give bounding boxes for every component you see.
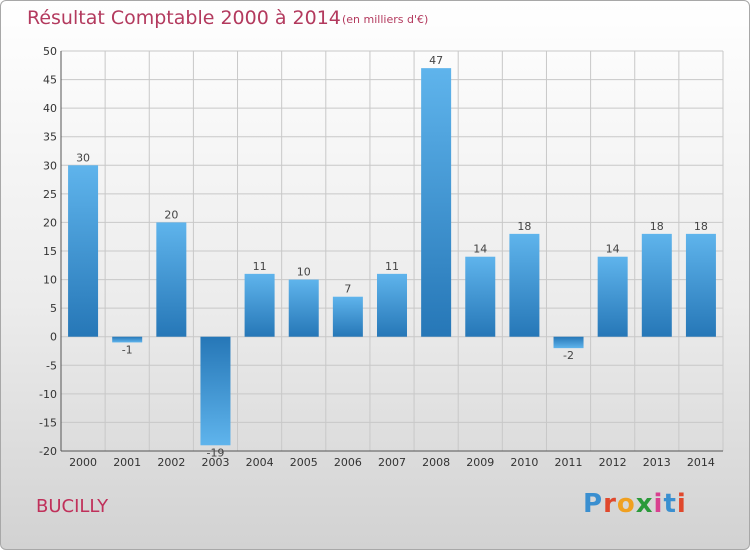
data-label: 11 <box>385 260 399 273</box>
y-tick-label: 25 <box>43 188 57 201</box>
y-tick-label: 50 <box>43 45 57 58</box>
y-tick-label: -10 <box>39 388 57 401</box>
bar-2007[interactable] <box>377 273 407 337</box>
x-tick-label: 2012 <box>599 456 627 469</box>
logo-letter: t <box>663 489 677 519</box>
x-tick-label: 2002 <box>157 456 185 469</box>
proxiti-logo[interactable]: Proxiti <box>583 489 687 519</box>
data-label: -2 <box>563 349 574 362</box>
bar-2000[interactable] <box>68 165 99 337</box>
logo-letter: i <box>653 489 664 519</box>
data-label: 20 <box>164 208 178 221</box>
x-tick-label: 2014 <box>687 456 715 469</box>
bar-2009[interactable] <box>465 256 496 337</box>
chart-title: Résultat Comptable 2000 à 2014 <box>27 7 341 29</box>
data-label: -19 <box>206 446 224 459</box>
y-tick-label: 15 <box>43 245 57 258</box>
bar-2014[interactable] <box>685 233 716 337</box>
x-tick-label: 2009 <box>466 456 494 469</box>
bar-2010[interactable] <box>509 233 540 337</box>
data-label: 14 <box>606 243 620 256</box>
bar-2012[interactable] <box>597 256 628 337</box>
bar-2013[interactable] <box>641 233 672 337</box>
y-tick-label: 10 <box>43 274 57 287</box>
logo-letter: P <box>583 489 604 519</box>
bar-2006[interactable] <box>332 296 363 337</box>
y-tick-label: 5 <box>50 302 57 315</box>
data-label: 18 <box>650 220 664 233</box>
x-tick-label: 2008 <box>422 456 450 469</box>
data-label: 47 <box>429 54 443 67</box>
bar-2001[interactable] <box>112 336 143 343</box>
logo-letter: x <box>635 489 654 519</box>
y-tick-label: 20 <box>43 216 57 229</box>
y-tick-label: -20 <box>39 445 57 458</box>
data-label: 11 <box>253 260 267 273</box>
x-tick-label: 2010 <box>510 456 538 469</box>
y-tick-label: 0 <box>50 331 57 344</box>
logo-letter: i <box>676 489 687 519</box>
data-label: 18 <box>517 220 531 233</box>
logo-letter: r <box>603 489 617 519</box>
chart-subtitle: (en milliers d'€) <box>342 13 429 26</box>
commune-name: BUCILLY <box>36 496 109 517</box>
bar-2008[interactable] <box>421 68 452 337</box>
y-tick-label: 30 <box>43 159 57 172</box>
data-label: -1 <box>122 343 133 356</box>
x-tick-label: 2001 <box>113 456 141 469</box>
y-tick-label: 40 <box>43 102 57 115</box>
data-label: 18 <box>694 220 708 233</box>
y-tick-label: 45 <box>43 74 57 87</box>
bar-2002[interactable] <box>156 222 187 337</box>
y-tick-label: -5 <box>46 359 57 372</box>
x-tick-label: 2007 <box>378 456 406 469</box>
x-tick-label: 2003 <box>201 456 229 469</box>
bar-2003[interactable] <box>200 336 231 446</box>
data-label: 7 <box>344 283 351 296</box>
x-tick-label: 2004 <box>246 456 274 469</box>
bar-2004[interactable] <box>244 273 275 337</box>
y-tick-label: -15 <box>39 416 57 429</box>
logo-letter: o <box>616 489 636 519</box>
x-tick-label: 2000 <box>69 456 97 469</box>
y-tick-label: 35 <box>43 131 57 144</box>
data-label: 30 <box>76 151 90 164</box>
bar-2011[interactable] <box>553 336 584 349</box>
x-tick-label: 2005 <box>290 456 318 469</box>
x-tick-label: 2011 <box>555 456 583 469</box>
data-label: 10 <box>297 266 311 279</box>
data-label: 14 <box>473 243 487 256</box>
bar-2005[interactable] <box>288 279 319 337</box>
x-tick-label: 2006 <box>334 456 362 469</box>
x-tick-label: 2013 <box>643 456 671 469</box>
